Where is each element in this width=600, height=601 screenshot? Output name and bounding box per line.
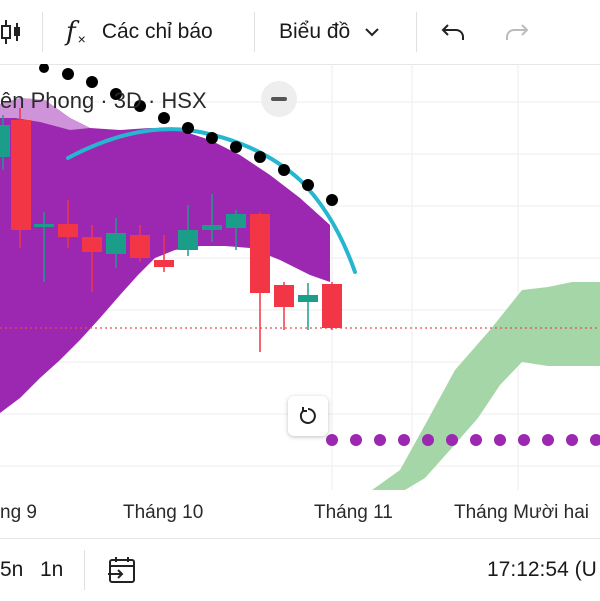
candle-up [202,194,222,242]
candle-up [226,210,246,250]
candle-down [154,235,174,272]
collapse-legend-button[interactable] [261,81,297,117]
undo-button[interactable] [440,0,466,64]
chevron-down-icon [365,28,379,37]
x-tick-label: Tháng 10 [123,502,204,523]
candle-down [11,108,31,248]
redo-icon [506,24,529,40]
toolbar-divider [254,12,255,52]
candle-down [250,212,270,352]
range-5n-button[interactable]: 5n [0,558,24,581]
toolbar-divider [416,12,417,52]
x-tick-label: Tháng Mười hai [454,502,590,523]
calendar-arrow-icon [108,557,135,583]
chart-type-label: Biểu đồ [279,20,351,43]
candle-up [106,218,126,268]
price-chart[interactable] [0,64,600,490]
cloud-green [372,282,600,490]
candle-up [0,115,10,170]
candle-down [274,282,294,330]
candle-up [178,205,198,256]
symbol-legend-text: ên Phong · 3D · HSX [0,88,207,113]
candles-icon[interactable] [0,0,26,64]
indicators-button[interactable]: f × Các chỉ báo [66,0,213,64]
x-axis: ng 9 Tháng 10 Tháng 11 Tháng Mười hai [0,490,600,538]
purple-dots [326,434,600,446]
candle-up [34,212,54,282]
redo-button[interactable] [504,0,530,64]
symbol-legend[interactable]: ên Phong · 3D · HSX [0,84,207,118]
x-tick-label: ng 9 [0,502,37,523]
candles [0,108,342,352]
candle-down [58,200,78,248]
chart-type-dropdown[interactable]: Biểu đồ [279,0,380,64]
candle-up [298,283,318,330]
range-1n-button[interactable]: 1n [40,558,64,581]
go-to-date-button[interactable] [106,539,138,601]
candle-down [322,282,342,330]
cloud-purple-light [0,98,90,130]
x-tick-label: Tháng 11 [314,502,393,523]
cloud-purple [0,98,330,413]
indicators-label: Các chỉ báo [101,20,213,43]
reset-chart-button[interactable] [288,396,328,436]
function-x-icon: × [77,31,86,47]
bottom-toolbar: 5n 1n 17:12:54 (U [0,538,600,601]
black-dots [39,64,338,206]
candle-down [82,225,102,292]
function-icon: f [66,17,76,47]
reset-icon [299,407,316,424]
toolbar-divider [42,12,43,52]
undo-icon [441,24,464,40]
clock-timezone[interactable]: 17:12:54 (U [487,558,597,581]
chart-canvas [0,64,600,490]
top-toolbar: f × Các chỉ báo Biểu đồ [0,0,600,65]
candle-down [130,225,150,262]
trend-curve [66,127,357,274]
bottom-divider [84,550,85,590]
